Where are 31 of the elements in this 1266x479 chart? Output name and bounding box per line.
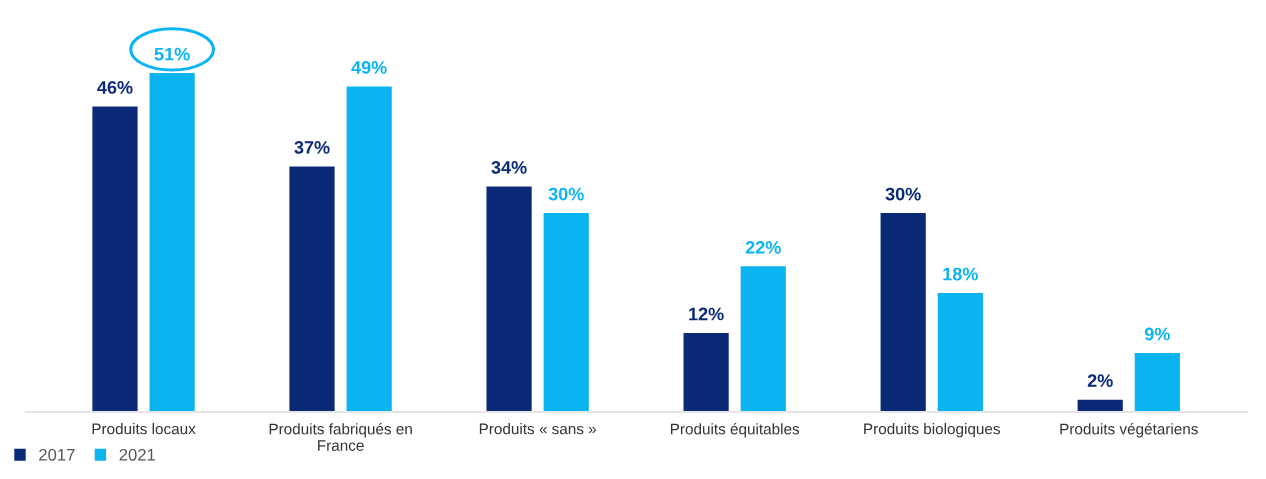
data-label: 2% (1087, 374, 1113, 388)
bar (287, 164, 337, 412)
bar (681, 330, 731, 412)
bar (1132, 350, 1183, 412)
data-label: 30% (548, 187, 584, 201)
bar (344, 84, 394, 412)
bar (90, 104, 140, 412)
legend-label: 2017 (39, 448, 75, 461)
bar (878, 210, 928, 412)
data-label: 37% (294, 141, 330, 154)
data-label: 12% (689, 307, 724, 321)
bar (738, 264, 788, 412)
x-tick-label: Produits biologiques (864, 423, 1000, 438)
x-tick-label: Produits végétariens (1060, 423, 1198, 438)
x-tick-label: Produits équitables (670, 423, 800, 438)
data-label: 46% (97, 81, 133, 94)
bar (935, 290, 985, 412)
bar (541, 210, 591, 412)
x-tick-label: Produits locaux (92, 423, 196, 435)
data-label: 51% (154, 47, 190, 61)
data-label: 49% (351, 61, 387, 74)
data-label: 34% (491, 161, 527, 174)
x-tick-label: Produits fabriqués en France (269, 423, 412, 451)
x-tick-label: Produits « sans » (479, 423, 597, 435)
legend-label: 2021 (119, 448, 155, 461)
data-label: 18% (943, 267, 978, 281)
data-label: 22% (745, 240, 781, 254)
bar (484, 184, 534, 412)
bar (1075, 397, 1125, 412)
data-label: 9% (1144, 327, 1170, 341)
data-label: 30% (885, 187, 921, 201)
